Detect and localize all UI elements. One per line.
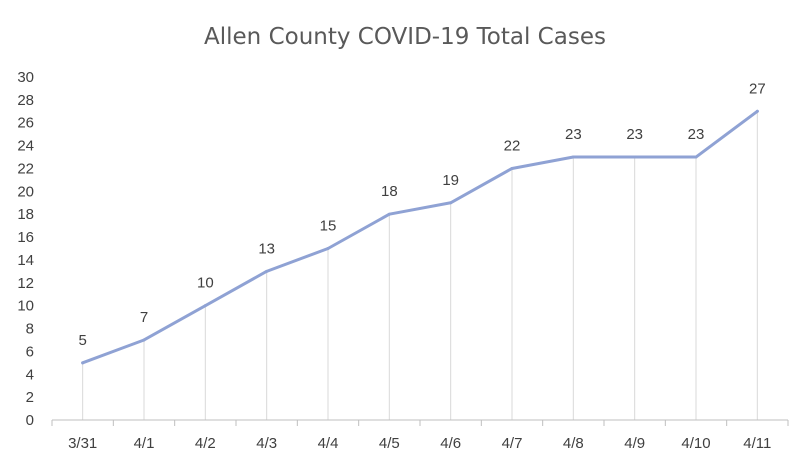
y-tick-label: 20 xyxy=(17,183,34,200)
data-point xyxy=(265,269,269,273)
y-tick-label: 14 xyxy=(17,252,34,269)
x-tick-label: 4/7 xyxy=(502,435,523,452)
data-point xyxy=(142,338,146,342)
y-tick-label: 12 xyxy=(17,275,34,292)
data-point xyxy=(387,212,391,216)
y-tick-label: 4 xyxy=(26,366,34,383)
x-tick-label: 3/31 xyxy=(68,435,97,452)
data-label: 10 xyxy=(197,275,214,292)
data-point xyxy=(81,361,85,365)
data-label: 18 xyxy=(381,183,398,200)
x-axis-tick-labels: 3/31 4/1 4/2 4/3 4/4 4/5 4/6 4/7 4/8 4/9 4/10 4/11 xyxy=(68,435,771,452)
data-label: 7 xyxy=(140,309,148,326)
data-label: 27 xyxy=(749,80,766,97)
y-tick-label: 26 xyxy=(17,115,34,132)
x-tick-label: 4/3 xyxy=(256,435,277,452)
data-label: 23 xyxy=(626,126,643,143)
data-point xyxy=(755,109,759,113)
data-label: 5 xyxy=(78,332,86,349)
data-label: 19 xyxy=(442,172,459,189)
x-tick-label: 4/8 xyxy=(563,435,584,452)
chart-title: Allen County COVID-19 Total Cases xyxy=(204,24,606,50)
series-group xyxy=(81,109,759,365)
y-tick-label: 6 xyxy=(26,343,34,360)
x-tick-label: 4/2 xyxy=(195,435,216,452)
data-label: 15 xyxy=(320,218,337,235)
data-point xyxy=(326,247,330,250)
data-label: 22 xyxy=(504,137,521,154)
data-labels: 5 7 10 13 15 18 19 22 23 23 23 27 xyxy=(78,80,765,349)
x-tick-label: 4/11 xyxy=(743,435,771,452)
x-tick-label: 4/1 xyxy=(134,435,155,452)
y-tick-label: 24 xyxy=(17,138,34,155)
y-tick-label: 16 xyxy=(17,229,34,246)
data-point xyxy=(571,155,575,159)
y-tick-label: 8 xyxy=(26,321,34,338)
x-tick-label: 4/9 xyxy=(624,435,645,452)
y-tick-label: 2 xyxy=(26,389,34,406)
y-tick-label: 30 xyxy=(17,69,34,86)
data-label: 13 xyxy=(258,240,275,257)
data-point xyxy=(633,155,637,159)
y-tick-label: 18 xyxy=(17,206,34,223)
y-tick-label: 0 xyxy=(26,412,34,429)
y-tick-label: 10 xyxy=(17,298,34,315)
drop-lines xyxy=(82,111,758,420)
data-point xyxy=(694,155,698,159)
data-label: 23 xyxy=(565,126,582,143)
y-tick-label: 22 xyxy=(17,160,34,177)
x-tick-label: 4/5 xyxy=(379,435,400,452)
x-tick-label: 4/10 xyxy=(681,435,710,452)
x-axis xyxy=(51,419,789,426)
data-label: 23 xyxy=(688,126,705,143)
data-point xyxy=(203,304,207,308)
x-tick-label: 4/6 xyxy=(440,435,461,452)
data-point xyxy=(510,166,514,170)
x-tick-label: 4/4 xyxy=(318,435,339,452)
series-line xyxy=(81,109,759,365)
y-tick-label: 28 xyxy=(17,92,34,109)
data-point xyxy=(449,201,453,205)
